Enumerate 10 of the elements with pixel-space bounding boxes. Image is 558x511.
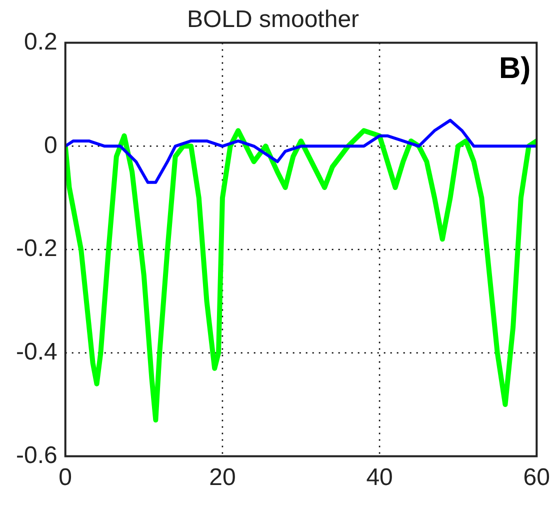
y-tick-label: -0.2 (16, 235, 58, 262)
y-tick-label: -0.6 (16, 442, 58, 469)
x-tick-label: 20 (209, 464, 236, 492)
x-tick-label: 60 (523, 464, 550, 492)
chart-title: BOLD smoother (186, 6, 360, 34)
y-tick-label: 0.2 (24, 28, 58, 56)
annotation: B) (498, 52, 531, 86)
x-tick-label: 40 (366, 464, 393, 492)
y-tick-label: 0 (44, 132, 58, 159)
y-tick-label: -0.4 (16, 338, 58, 366)
